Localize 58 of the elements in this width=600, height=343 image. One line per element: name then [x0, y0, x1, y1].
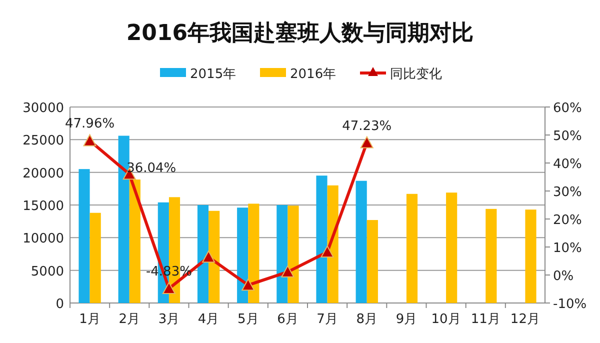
bar: [237, 208, 248, 303]
bar: [446, 192, 458, 303]
x-tick-label: 2月: [118, 312, 140, 327]
y2-tick-label: 10%: [553, 241, 582, 256]
y-tick-label: 15000: [22, 199, 64, 214]
x-tick-label: 7月: [316, 312, 338, 327]
bar: [248, 204, 260, 303]
bar: [316, 176, 328, 303]
y-tick-label: 10000: [22, 232, 64, 247]
x-tick-label: 1月: [79, 312, 100, 327]
bar: [208, 210, 220, 303]
y2-tick-label: 0%: [553, 269, 574, 284]
y2-tick-label: 20%: [553, 213, 582, 228]
point: [360, 136, 374, 148]
bar: [406, 194, 418, 303]
point: [202, 250, 216, 263]
bar: [525, 210, 536, 303]
bar: [366, 220, 378, 303]
point: [320, 246, 334, 258]
y-tick-label: 25000: [22, 134, 64, 149]
bar: [78, 169, 90, 303]
bar: [129, 180, 140, 303]
y-tick-label: 30000: [22, 101, 64, 116]
point: [242, 278, 255, 291]
y2-tick-label: 30%: [553, 185, 582, 200]
y-tick-label: 0: [56, 297, 64, 312]
legend-label: 2015年: [190, 67, 236, 82]
chart-title: 2016年我国赴塞班人数与同期对比: [126, 20, 474, 46]
x-tick-label: 12月: [510, 312, 540, 327]
data-label: 47.23%: [342, 118, 392, 134]
y2-tick-label: 60%: [553, 101, 582, 116]
bar: [90, 212, 101, 303]
bar: [288, 206, 299, 303]
bar: [118, 136, 130, 303]
y2-tick-label: -10%: [553, 297, 587, 312]
x-tick-label: 9月: [396, 312, 418, 327]
y-tick-label: 20000: [22, 166, 64, 182]
legend-label: 2016年: [290, 67, 336, 82]
data-label: 47.96%: [65, 116, 115, 132]
x-tick-label: 10月: [431, 312, 461, 327]
data-label: -4.83%: [146, 264, 192, 280]
x-tick-label: 8月: [356, 312, 378, 327]
bar: [486, 208, 497, 303]
point: [281, 265, 294, 278]
bar: [356, 180, 367, 303]
point: [162, 282, 176, 294]
y2-tick-label: 40%: [553, 157, 582, 172]
x-tick-label: 3月: [158, 312, 180, 327]
y-tick-label: 5000: [30, 264, 64, 280]
y2-tick-label: 50%: [553, 129, 582, 144]
point: [83, 134, 96, 146]
x-tick-label: 4月: [198, 312, 220, 327]
x-tick-label: 5月: [237, 312, 259, 327]
x-tick-label: 11月: [470, 312, 500, 327]
bar: [197, 205, 209, 303]
x-tick-label: 6月: [277, 312, 298, 327]
bar: [276, 205, 288, 303]
legend-label: 同比变化: [390, 67, 442, 82]
